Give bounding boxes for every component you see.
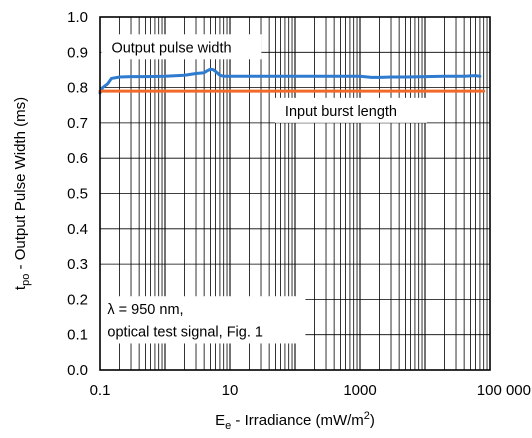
y-axis-label-main: t <box>12 285 29 290</box>
y-tick-label: 1.0 <box>67 9 88 26</box>
x-axis-label-sup: 2 <box>364 410 370 422</box>
x-axis-label-end: ) <box>370 412 375 429</box>
y-axis-label: tpo - Output Pulse Width (ms) <box>12 97 32 290</box>
tick-layer: 0.00.10.20.30.40.50.60.70.80.91.00.1 10 10… <box>67 9 531 399</box>
x-tick-label: 0.1 <box>90 382 111 399</box>
annotation-layer: Output pulse width Input burst length λ = … <box>97 34 427 344</box>
y-tick-label: 0.9 <box>67 44 88 61</box>
series-line-0 <box>98 67 482 95</box>
x-tick-label: 10 <box>222 382 239 399</box>
x-axis-label-main: E <box>215 412 225 429</box>
annotation-box <box>97 296 306 344</box>
plot-frame <box>99 16 491 371</box>
y-tick-label: 0.3 <box>67 256 88 273</box>
y-tick-label: 0.2 <box>67 291 88 308</box>
x-axis-label: Ee - Irradiance (mW/m2) <box>215 410 375 432</box>
x-tick-label: 1000 <box>343 382 376 399</box>
y-axis-label-sub: po <box>20 274 32 286</box>
x-axis-label-sub: e <box>225 420 231 432</box>
y-tick-label: 0.0 <box>67 362 88 379</box>
y-axis-label-rest: - Output Pulse Width (ms) <box>12 97 29 274</box>
y-tick-label: 0.7 <box>67 115 88 132</box>
annotation-label: λ = 950 nm, <box>107 302 183 318</box>
x-tick-label: 100 000 <box>477 382 531 399</box>
annotation-label: Output pulse width <box>111 40 231 56</box>
x-axis-label-rest: - Irradiance (mW/m <box>231 412 364 429</box>
y-tick-label: 0.6 <box>67 150 88 167</box>
annotation-box <box>101 34 262 60</box>
y-tick-label: 0.1 <box>67 327 88 344</box>
y-tick-label: 0.8 <box>67 80 88 97</box>
annotation-label: Input burst length <box>285 104 397 120</box>
series-layer <box>98 67 486 95</box>
annotation-label: optical test signal, Fig. 1 <box>107 324 263 340</box>
y-tick-label: 0.5 <box>67 186 88 203</box>
y-tick-label: 0.4 <box>67 221 88 238</box>
annotation-box <box>274 97 427 123</box>
